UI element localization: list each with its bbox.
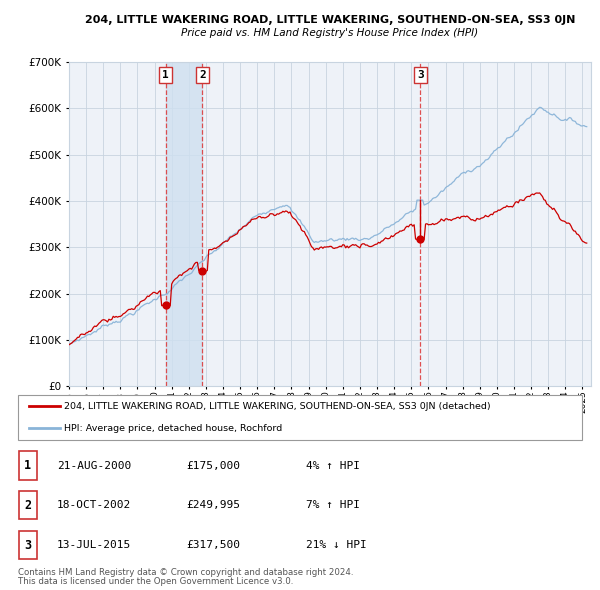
Text: 13-JUL-2015: 13-JUL-2015 <box>57 540 131 550</box>
Text: 4% ↑ HPI: 4% ↑ HPI <box>306 461 360 470</box>
Bar <box>166 62 202 386</box>
FancyBboxPatch shape <box>19 451 37 480</box>
Text: 2: 2 <box>199 70 206 80</box>
FancyBboxPatch shape <box>19 491 37 519</box>
Text: 3: 3 <box>417 70 424 80</box>
Text: £317,500: £317,500 <box>186 540 240 550</box>
Text: 204, LITTLE WAKERING ROAD, LITTLE WAKERING, SOUTHEND-ON-SEA, SS3 0JN: 204, LITTLE WAKERING ROAD, LITTLE WAKERI… <box>85 15 575 25</box>
Text: 1: 1 <box>25 459 31 472</box>
Text: 7% ↑ HPI: 7% ↑ HPI <box>306 500 360 510</box>
Text: HPI: Average price, detached house, Rochford: HPI: Average price, detached house, Roch… <box>64 424 283 433</box>
FancyBboxPatch shape <box>18 395 582 440</box>
Text: 18-OCT-2002: 18-OCT-2002 <box>57 500 131 510</box>
Text: 21-AUG-2000: 21-AUG-2000 <box>57 461 131 470</box>
Text: 204, LITTLE WAKERING ROAD, LITTLE WAKERING, SOUTHEND-ON-SEA, SS3 0JN (detached): 204, LITTLE WAKERING ROAD, LITTLE WAKERI… <box>64 402 491 411</box>
Text: 1: 1 <box>162 70 169 80</box>
Text: £249,995: £249,995 <box>186 500 240 510</box>
Text: £175,000: £175,000 <box>186 461 240 470</box>
Text: Contains HM Land Registry data © Crown copyright and database right 2024.: Contains HM Land Registry data © Crown c… <box>18 568 353 577</box>
Text: 2: 2 <box>25 499 31 512</box>
FancyBboxPatch shape <box>19 531 37 559</box>
Text: 21% ↓ HPI: 21% ↓ HPI <box>306 540 367 550</box>
Text: 3: 3 <box>25 539 31 552</box>
Text: Price paid vs. HM Land Registry's House Price Index (HPI): Price paid vs. HM Land Registry's House … <box>181 28 479 38</box>
Text: This data is licensed under the Open Government Licence v3.0.: This data is licensed under the Open Gov… <box>18 578 293 586</box>
